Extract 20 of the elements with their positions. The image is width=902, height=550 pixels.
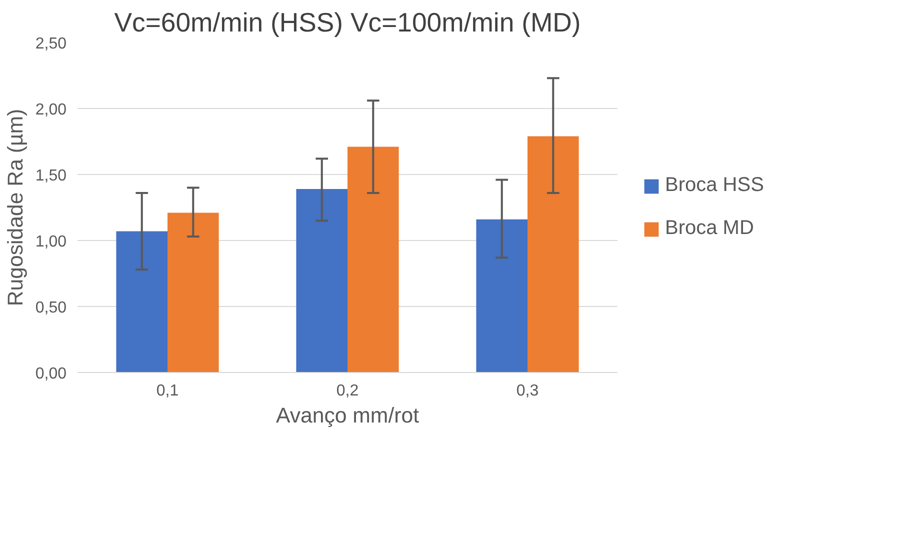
y-tick-label: 0,50 [35,300,67,316]
x-tick-label: 0,1 [156,382,179,400]
chart-title: Vc=60m/min (HSS) Vc=100m/min (MD) [114,8,581,38]
y-axis-title: Rugosidade Ra (µm) [3,108,28,306]
bar [116,231,168,372]
y-tick-label: 1,00 [35,234,67,250]
x-axis-title: Avanço mm/rot [276,404,420,428]
y-tick-label: 1,50 [35,168,67,184]
x-tick-label: 0,2 [336,382,359,400]
y-tick-label: 0,00 [35,366,67,382]
bar [348,146,399,372]
y-tick-label: 2,00 [35,102,67,118]
legend-label: Broca MD [665,217,754,240]
bar [476,219,528,372]
y-tick-label: 2,50 [35,36,67,52]
bar [168,212,219,372]
bar [296,189,348,372]
bar [528,136,579,372]
legend-label: Broca HSS [665,174,764,197]
x-tick-label: 0,3 [516,382,539,400]
